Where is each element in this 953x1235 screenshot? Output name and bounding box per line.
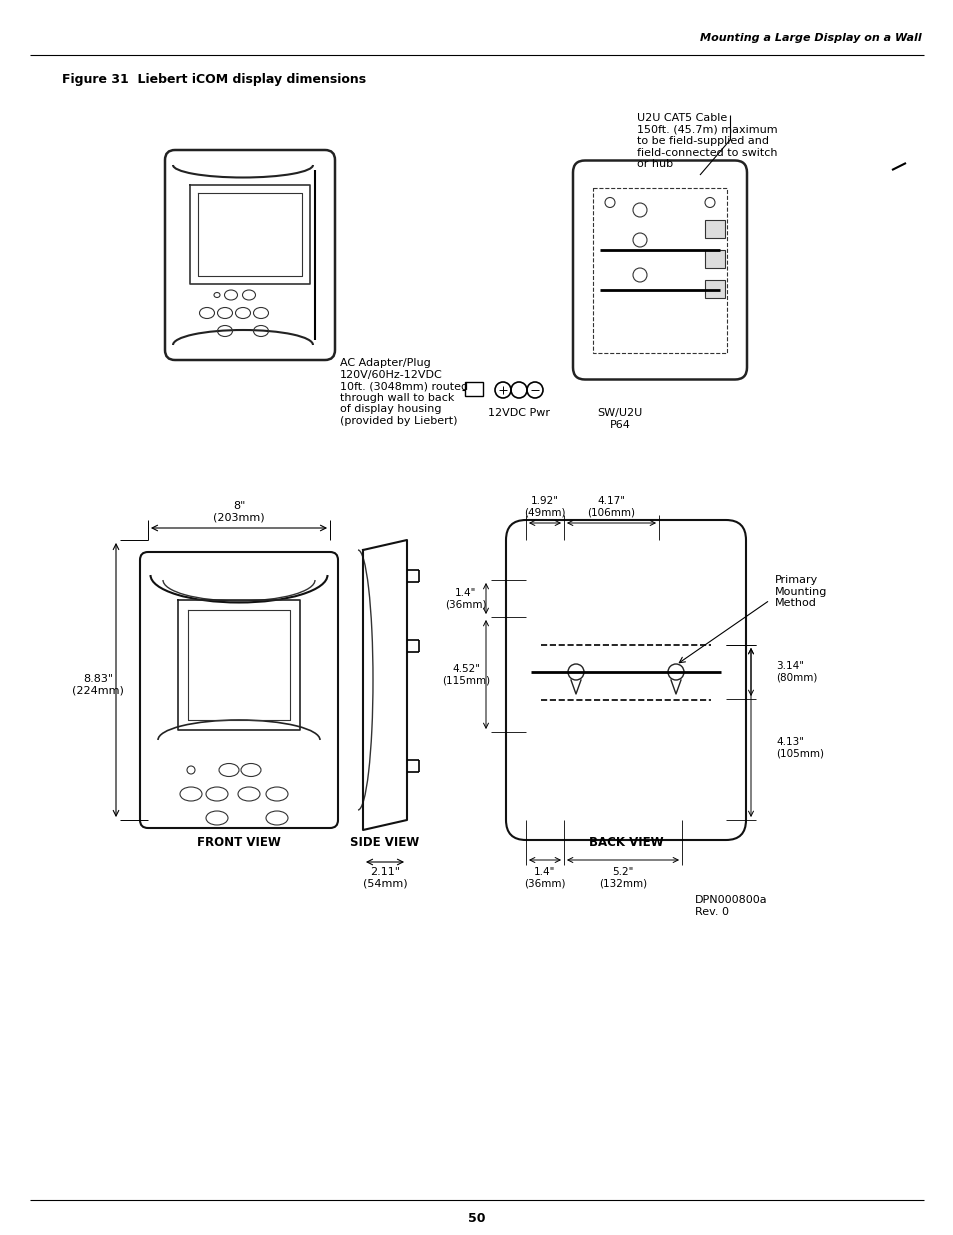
Text: DPN000800a
Rev. 0: DPN000800a Rev. 0 bbox=[695, 895, 767, 916]
FancyBboxPatch shape bbox=[573, 161, 746, 379]
Text: 50: 50 bbox=[468, 1212, 485, 1224]
Text: 5.2"
(132mm): 5.2" (132mm) bbox=[598, 867, 646, 889]
FancyBboxPatch shape bbox=[140, 552, 337, 827]
Text: 4.52"
(115mm): 4.52" (115mm) bbox=[441, 663, 490, 685]
FancyBboxPatch shape bbox=[505, 520, 745, 840]
Text: 1.4"
(36mm): 1.4" (36mm) bbox=[524, 867, 565, 889]
Text: 4.13"
(105mm): 4.13" (105mm) bbox=[775, 737, 823, 758]
Text: AC Adapter/Plug
120V/60Hz-12VDC
10ft. (3048mm) routed
through wall to back
of di: AC Adapter/Plug 120V/60Hz-12VDC 10ft. (3… bbox=[339, 358, 468, 426]
FancyBboxPatch shape bbox=[165, 149, 335, 359]
Bar bbox=[593, 188, 726, 352]
Text: 2.11"
(54mm): 2.11" (54mm) bbox=[362, 867, 407, 889]
Bar bbox=[704, 280, 724, 298]
Text: FRONT VIEW: FRONT VIEW bbox=[197, 836, 280, 848]
Text: 1.92"
(49mm): 1.92" (49mm) bbox=[524, 496, 565, 517]
Text: 8.83"
(224mm): 8.83" (224mm) bbox=[72, 674, 124, 695]
Text: 1.4"
(36mm): 1.4" (36mm) bbox=[445, 588, 486, 609]
Text: U2U CAT5 Cable
150ft. (45.7m) maximum
to be field-supplied and
field-connected t: U2U CAT5 Cable 150ft. (45.7m) maximum to… bbox=[637, 112, 777, 169]
Bar bbox=[704, 220, 724, 238]
Text: Figure 31  Liebert iCOM display dimensions: Figure 31 Liebert iCOM display dimension… bbox=[62, 74, 366, 86]
Text: 3.14"
(80mm): 3.14" (80mm) bbox=[775, 661, 817, 683]
Text: 4.17"
(106mm): 4.17" (106mm) bbox=[587, 496, 635, 517]
Bar bbox=[464, 382, 482, 396]
Bar bbox=[704, 249, 724, 268]
Text: 12VDC Pwr: 12VDC Pwr bbox=[488, 408, 550, 417]
Text: Mounting a Large Display on a Wall: Mounting a Large Display on a Wall bbox=[700, 33, 921, 43]
Text: Primary
Mounting
Method: Primary Mounting Method bbox=[774, 576, 826, 608]
Text: BACK VIEW: BACK VIEW bbox=[588, 836, 662, 848]
Text: 8"
(203mm): 8" (203mm) bbox=[213, 501, 265, 522]
Text: SW/U2U
P64: SW/U2U P64 bbox=[597, 408, 642, 430]
Text: SIDE VIEW: SIDE VIEW bbox=[350, 836, 419, 848]
